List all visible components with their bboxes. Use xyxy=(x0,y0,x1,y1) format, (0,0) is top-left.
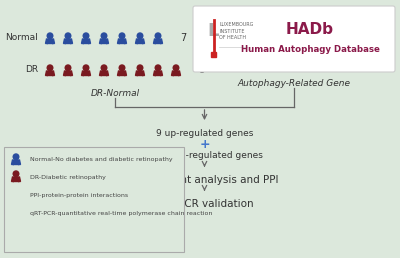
Circle shape xyxy=(101,33,107,39)
Polygon shape xyxy=(172,71,180,76)
Polygon shape xyxy=(46,71,54,76)
Bar xyxy=(211,52,216,57)
Circle shape xyxy=(13,154,19,160)
Circle shape xyxy=(137,33,143,39)
Circle shape xyxy=(155,33,161,39)
Text: 7: 7 xyxy=(180,33,186,43)
Polygon shape xyxy=(82,39,90,44)
Polygon shape xyxy=(12,160,20,165)
Text: DR-Diabetic retinopathy: DR-Diabetic retinopathy xyxy=(30,174,106,180)
Circle shape xyxy=(137,65,143,71)
Circle shape xyxy=(65,33,71,39)
Circle shape xyxy=(13,171,19,176)
Circle shape xyxy=(47,65,53,71)
Circle shape xyxy=(155,65,161,71)
Text: +: + xyxy=(199,139,210,151)
Text: Autophagy-Related Gene: Autophagy-Related Gene xyxy=(238,78,350,87)
Polygon shape xyxy=(154,39,162,44)
Polygon shape xyxy=(136,71,144,76)
Polygon shape xyxy=(118,71,126,76)
Circle shape xyxy=(173,65,179,71)
Circle shape xyxy=(47,33,53,39)
Circle shape xyxy=(83,33,89,39)
Polygon shape xyxy=(154,71,162,76)
Text: 9 up-regulated genes: 9 up-regulated genes xyxy=(156,128,253,138)
Circle shape xyxy=(101,65,107,71)
Text: L: L xyxy=(207,22,218,40)
Text: PPI-protein-protein interactions: PPI-protein-protein interactions xyxy=(30,194,128,198)
Polygon shape xyxy=(64,71,72,76)
Text: 14 down-regulated genes: 14 down-regulated genes xyxy=(146,151,262,160)
Text: Normal-No diabetes and diabetic retinopathy: Normal-No diabetes and diabetic retinopa… xyxy=(30,157,173,163)
Polygon shape xyxy=(100,39,108,44)
Circle shape xyxy=(119,33,125,39)
Circle shape xyxy=(83,65,89,71)
Polygon shape xyxy=(12,177,20,181)
Text: Enrichment analysis and PPI: Enrichment analysis and PPI xyxy=(131,175,278,185)
Text: Normal: Normal xyxy=(5,34,38,43)
Text: qRT-PCR validation: qRT-PCR validation xyxy=(156,199,253,209)
Circle shape xyxy=(119,65,125,71)
Text: LUXEMBOURG
INSTITUTE
OF HEALTH: LUXEMBOURG INSTITUTE OF HEALTH xyxy=(219,22,253,40)
Polygon shape xyxy=(82,71,90,76)
Text: qRT-PCR-quantitative real-time polymerase chain reaction: qRT-PCR-quantitative real-time polymeras… xyxy=(30,211,212,215)
FancyBboxPatch shape xyxy=(4,147,184,252)
Polygon shape xyxy=(118,39,126,44)
FancyBboxPatch shape xyxy=(193,6,395,72)
Text: DR-Normal: DR-Normal xyxy=(90,88,140,98)
Text: DR: DR xyxy=(25,66,38,75)
Text: Human Autophagy Database: Human Autophagy Database xyxy=(240,44,380,53)
Polygon shape xyxy=(136,39,144,44)
Circle shape xyxy=(65,65,71,71)
Polygon shape xyxy=(64,39,72,44)
Text: 8: 8 xyxy=(198,65,204,75)
Polygon shape xyxy=(46,39,54,44)
Polygon shape xyxy=(100,71,108,76)
Text: HADb: HADb xyxy=(286,21,334,36)
